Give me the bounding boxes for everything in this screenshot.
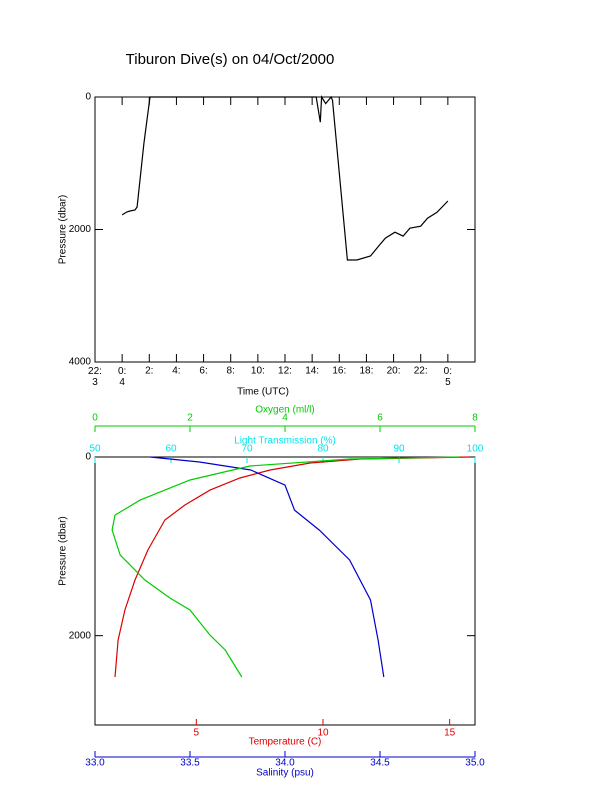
chart-title: Tiburon Dive(s) on 04/Oct/2000 [126, 51, 335, 68]
y-tick-label: 2000 [69, 630, 92, 641]
x-tick-label: 70 [241, 444, 253, 455]
x-tick-label: 12: [278, 366, 292, 377]
x-tick-label: 60 [165, 444, 177, 455]
data-line [121, 95, 449, 261]
x-tick-label: 0 [92, 413, 98, 424]
x-tick-label: 4: [172, 366, 180, 377]
x-tick-label: 80 [317, 444, 329, 455]
x-tick-label: 8: [227, 366, 235, 377]
x-tick-label: 16: [332, 366, 346, 377]
x-tick-label: 33.0 [85, 758, 105, 769]
x-axis-label: Light Transmission (%) [234, 436, 336, 447]
x-tick-label: 33.5 [180, 758, 200, 769]
y-tick-label: 0 [85, 92, 91, 103]
x-tick-label: 5 [194, 728, 200, 739]
x-tick-label: 0: 4 [118, 366, 126, 388]
x-tick-label: 8 [472, 413, 478, 424]
x-tick-label: 18: [359, 366, 373, 377]
x-tick-label: 50 [89, 444, 101, 455]
x-tick-label: 10 [317, 728, 329, 739]
y-axis-label: Pressure (dbar) [58, 195, 69, 264]
y-tick-label: 0 [85, 452, 91, 463]
x-tick-label: 35.0 [465, 758, 485, 769]
data-line [111, 456, 460, 678]
data-line [150, 456, 385, 678]
x-tick-label: 90 [393, 444, 405, 455]
y-tick-label: 4000 [69, 357, 92, 368]
x-axis-label: Temperature (C) [249, 737, 322, 748]
x-tick-label: 6 [377, 413, 383, 424]
x-tick-label: 2: [145, 366, 153, 377]
data-line [114, 456, 470, 678]
x-axis-label: Salinity (psu) [256, 768, 314, 779]
y-axis-label: Pressure (dbar) [58, 516, 69, 585]
x-tick-label: 10: [251, 366, 265, 377]
y-tick-label: 2000 [69, 224, 92, 235]
x-axis-label: Time (UTC) [237, 387, 289, 398]
x-tick-label: 2 [187, 413, 193, 424]
x-tick-label: 34.5 [370, 758, 390, 769]
plot-frame [94, 456, 476, 726]
x-tick-label: 22: 3 [88, 366, 102, 388]
x-tick-label: 0: 5 [444, 366, 452, 388]
x-tick-label: 14: [305, 366, 319, 377]
x-tick-label: 4 [282, 413, 288, 424]
x-tick-label: 100 [467, 444, 484, 455]
x-tick-label: 22: [414, 366, 428, 377]
x-tick-label: 20: [387, 366, 401, 377]
x-tick-label: 15 [444, 728, 456, 739]
x-axis-label: Oxygen (ml/l) [255, 405, 314, 416]
x-tick-label: 34.0 [275, 758, 295, 769]
x-tick-label: 6: [199, 366, 207, 377]
